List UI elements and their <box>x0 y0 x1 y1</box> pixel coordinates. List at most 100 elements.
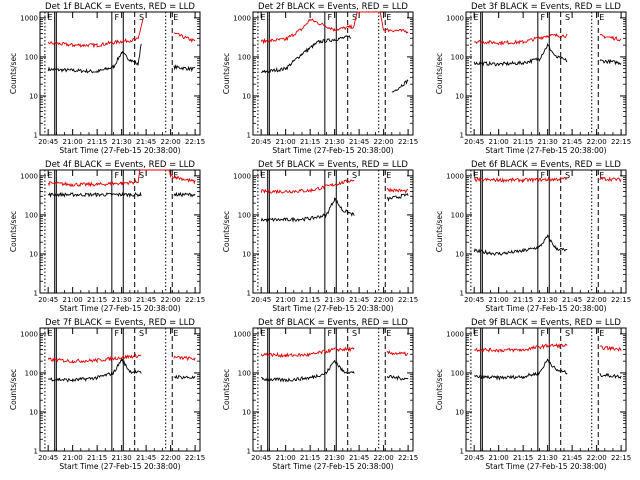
time-marker-letter: E <box>261 329 266 338</box>
panel-title: Det 5f BLACK = Events, RED = LLD <box>258 160 408 170</box>
x-tick-label: 21:00 <box>63 454 83 462</box>
count-rate-series <box>48 357 196 383</box>
detector-panel: Det 6f BLACK = Events, RED = LLD 1 10 100 10… <box>435 160 631 313</box>
time-marker-letter: F <box>327 13 332 22</box>
y-tick-label: 100 <box>25 369 38 377</box>
time-marker-letter: E <box>173 13 178 22</box>
time-marker-letter: E <box>474 171 479 180</box>
plot-frame <box>39 327 201 452</box>
plot-frame <box>465 327 627 452</box>
x-tick-label: 21:30 <box>325 138 345 146</box>
time-marker-letter: S <box>565 329 570 338</box>
y-tick-label: 1000 <box>233 172 251 180</box>
x-tick-label: 22:00 <box>374 138 394 146</box>
x-tick-label: 20:45 <box>251 296 271 304</box>
y-tick-label: 1000 <box>20 330 38 338</box>
x-tick-label: 21:00 <box>276 138 296 146</box>
y-tick-label: 1000 <box>446 14 464 22</box>
count-rate-series <box>47 191 196 198</box>
detector-panel: Det 2f BLACK = Events, RED = LLD 1 10 100 10… <box>222 2 418 155</box>
detector-panel: Det 9f BLACK = Events, RED = LLD 1 10 100 10… <box>435 318 631 471</box>
x-tick-label: 21:30 <box>538 296 558 304</box>
x-tick-label: 21:00 <box>63 138 83 146</box>
x-tick-label: 20:45 <box>38 138 58 146</box>
count-rate-series <box>474 33 622 46</box>
x-tick-label: 20:45 <box>38 296 58 304</box>
panel-title: Det 1f BLACK = Events, RED = LLD <box>45 2 195 12</box>
x-axis-label: Start Time (27-Feb-15 20:38:00) <box>485 146 606 155</box>
y-tick-label: 1 <box>34 132 38 140</box>
count-rate-series <box>47 353 196 364</box>
y-tick-label: 1000 <box>446 330 464 338</box>
y-tick-label: 1000 <box>233 330 251 338</box>
y-tick-label: 1 <box>247 132 251 140</box>
x-tick-label: 20:45 <box>464 296 484 304</box>
y-tick-label: 10 <box>455 408 464 416</box>
y-tick-label: 10 <box>242 92 251 100</box>
y-tick-label: 1000 <box>20 172 38 180</box>
x-tick-label: 21:45 <box>562 454 582 462</box>
y-tick-label: 1 <box>247 290 251 298</box>
time-marker-letter: F <box>327 329 332 338</box>
time-marker-letter: F <box>114 171 119 180</box>
y-tick-label: 1 <box>460 290 464 298</box>
x-tick-label: 21:00 <box>489 296 509 304</box>
y-tick-label: 100 <box>238 369 251 377</box>
y-axis-label: Counts/sec <box>222 369 231 410</box>
count-rate-series <box>260 11 409 45</box>
x-tick-label: 21:00 <box>63 296 83 304</box>
y-tick-label: 10 <box>455 250 464 258</box>
count-rate-series <box>473 42 622 67</box>
x-axis-label: Start Time (27-Feb-15 20:38:00) <box>59 146 180 155</box>
detector-panel: Det 3f BLACK = Events, RED = LLD 1 10 100 10… <box>435 2 631 155</box>
x-tick-label: 21:15 <box>87 296 107 304</box>
x-tick-label: 21:30 <box>538 454 558 462</box>
x-tick-label: 22:00 <box>587 454 607 462</box>
y-tick-label: 1 <box>460 448 464 456</box>
time-marker-letter: S <box>352 13 357 22</box>
panel-title: Det 8f BLACK = Events, RED = LLD <box>258 318 408 328</box>
x-tick-label: 21:15 <box>300 296 320 304</box>
x-tick-label: 22:15 <box>611 296 631 304</box>
y-tick-label: 100 <box>451 211 464 219</box>
x-tick-label: 22:00 <box>374 296 394 304</box>
x-tick-label: 21:45 <box>136 296 156 304</box>
x-tick-label: 22:15 <box>398 296 418 304</box>
x-tick-label: 22:00 <box>161 454 181 462</box>
x-tick-label: 22:00 <box>587 138 607 146</box>
time-marker-letter: E <box>261 13 266 22</box>
x-tick-label: 21:00 <box>276 296 296 304</box>
x-tick-label: 21:45 <box>349 296 369 304</box>
time-marker-letter: E <box>48 13 53 22</box>
x-axis-label: Start Time (27-Feb-15 20:38:00) <box>272 304 393 313</box>
count-rate-series <box>473 176 622 184</box>
y-tick-label: 100 <box>238 53 251 61</box>
x-tick-label: 21:15 <box>513 454 533 462</box>
time-marker-letter: E <box>599 329 604 338</box>
detector-panel: Det 5f BLACK = Events, RED = LLD 1 10 100 10… <box>222 160 418 313</box>
time-marker-letter: E <box>474 329 479 338</box>
plot-frame <box>39 11 201 136</box>
count-rate-series <box>473 234 568 256</box>
y-axis-label: Counts/sec <box>435 369 444 410</box>
time-marker-letter: S <box>139 13 144 22</box>
detector-panel: Det 8f BLACK = Events, RED = LLD 1 10 100 10… <box>222 318 418 471</box>
y-tick-label: 10 <box>29 408 38 416</box>
x-tick-label: 21:30 <box>112 138 132 146</box>
count-rate-series <box>47 43 196 74</box>
x-tick-label: 20:45 <box>251 454 271 462</box>
time-marker-letter: F <box>114 329 119 338</box>
panel-title: Det 4f BLACK = Events, RED = LLD <box>45 160 195 170</box>
y-tick-label: 1 <box>34 448 38 456</box>
x-tick-label: 22:15 <box>398 454 418 462</box>
y-axis-label: Counts/sec <box>222 53 231 94</box>
panel-title: Det 9f BLACK = Events, RED = LLD <box>471 318 621 328</box>
time-marker-letter: F <box>540 329 545 338</box>
time-marker-letter: F <box>327 171 332 180</box>
x-tick-label: 21:30 <box>112 296 132 304</box>
x-tick-label: 20:45 <box>464 454 484 462</box>
x-tick-label: 21:15 <box>87 138 107 146</box>
panel-title: Det 6f BLACK = Events, RED = LLD <box>471 160 621 170</box>
x-tick-label: 21:45 <box>136 138 156 146</box>
